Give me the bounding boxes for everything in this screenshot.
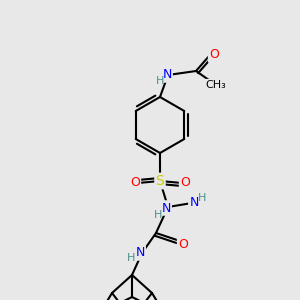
Text: N: N [135,247,145,260]
Text: H: H [156,76,164,86]
Text: O: O [130,176,140,190]
Text: H: H [154,210,162,220]
Text: N: N [162,68,172,82]
Text: O: O [209,49,219,62]
Text: O: O [178,238,188,250]
Text: N: N [189,196,199,209]
Text: H: H [198,193,206,203]
Text: H: H [127,253,135,263]
Text: S: S [156,174,164,188]
Text: CH₃: CH₃ [206,80,226,90]
Text: N: N [161,202,171,214]
Text: O: O [180,176,190,190]
